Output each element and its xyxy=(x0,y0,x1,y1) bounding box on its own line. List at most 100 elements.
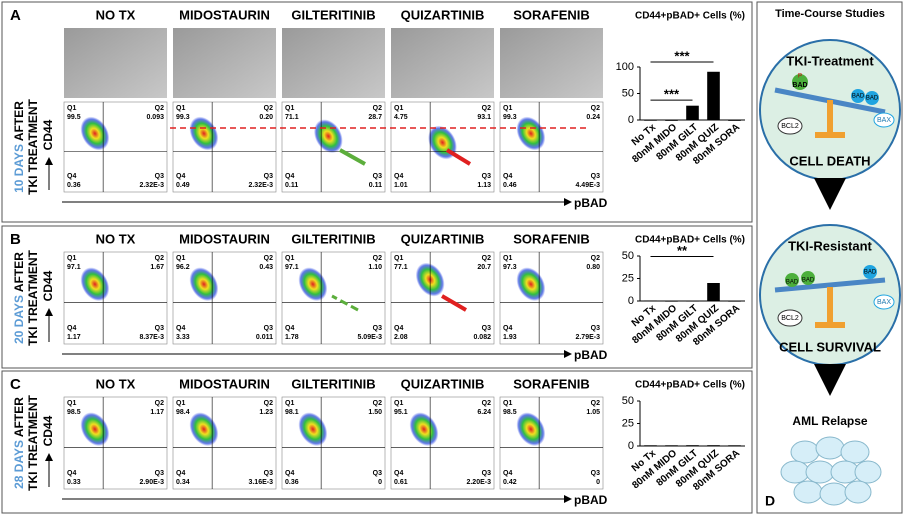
quadrant-value: 28.7 xyxy=(368,114,382,121)
outcome-label: CELL DEATH xyxy=(789,153,870,168)
quadrant-name: Q1 xyxy=(394,400,403,407)
micrograph xyxy=(173,28,276,98)
quadrant-name: Q2 xyxy=(155,105,164,112)
quadrant-name: Q4 xyxy=(67,173,76,180)
time-label: 10 DAYS AFTER xyxy=(12,101,26,193)
quadrant-name: Q1 xyxy=(67,255,76,262)
quadrant-name: Q2 xyxy=(373,255,382,262)
quadrant-value: 1.93 xyxy=(503,334,517,341)
x-axis-label: pBAD xyxy=(574,196,608,210)
chart-title: CD44+pBAD+ Cells (%) xyxy=(635,11,745,22)
quadrant-value: 4.49E-3 xyxy=(575,182,600,189)
bad-label: BAD xyxy=(802,278,815,284)
column-title: NO TX xyxy=(96,7,136,22)
quadrant-value: 99.5 xyxy=(67,114,81,121)
significance-label: *** xyxy=(664,87,680,102)
quadrant-name: Q3 xyxy=(591,470,600,477)
quadrant-name: Q3 xyxy=(155,173,164,180)
column-title: SORAFENIB xyxy=(513,376,590,391)
quadrant-value: 1.67 xyxy=(150,264,164,271)
panel-letter: C xyxy=(10,376,21,393)
quadrant-value: 0.082 xyxy=(473,334,491,341)
y-axis-label: CD44 xyxy=(41,270,55,301)
panel-letter: A xyxy=(10,7,21,24)
quadrant-name: Q4 xyxy=(394,173,403,180)
y-tick-label: 25 xyxy=(622,417,634,429)
significance-label: *** xyxy=(674,48,690,63)
column-title: GILTERITINIB xyxy=(291,231,375,246)
bax-label: BAX xyxy=(877,117,891,124)
quadrant-name: Q2 xyxy=(155,400,164,407)
quadrant-name: Q2 xyxy=(264,105,273,112)
quadrant-value: 96.2 xyxy=(176,264,190,271)
quadrant-name: Q3 xyxy=(264,173,273,180)
panel-letter: B xyxy=(10,231,21,248)
column-title: NO TX xyxy=(96,376,136,391)
quadrant-name: Q2 xyxy=(264,255,273,262)
quadrant-name: Q1 xyxy=(176,255,185,262)
quadrant-name: Q4 xyxy=(503,173,512,180)
panel-letter: D xyxy=(765,493,775,509)
quadrant-value: 4.75 xyxy=(394,114,408,121)
time-label: 20 DAYS AFTER xyxy=(12,252,26,344)
quadrant-value: 1.05 xyxy=(586,409,600,416)
quadrant-name: Q1 xyxy=(394,255,403,262)
quadrant-value: 0.093 xyxy=(146,114,164,121)
column-title: QUIZARTINIB xyxy=(401,376,485,391)
quadrant-name: Q1 xyxy=(503,105,512,112)
bar xyxy=(686,301,699,302)
y-axis-label: CD44 xyxy=(41,415,55,446)
chart-title: CD44+pBAD+ Cells (%) xyxy=(635,380,745,391)
quadrant-name: Q3 xyxy=(373,325,382,332)
quadrant-name: Q3 xyxy=(591,325,600,332)
quadrant-name: Q4 xyxy=(176,470,185,477)
bar xyxy=(686,445,699,446)
chart-title: CD44+pBAD+ Cells (%) xyxy=(635,235,745,246)
quadrant-value: 1.01 xyxy=(394,182,408,189)
bcl2-label: BCL2 xyxy=(781,123,799,130)
x-axis-label: pBAD xyxy=(574,493,608,507)
quadrant-value: 0.46 xyxy=(503,182,517,189)
bad-label: BAD xyxy=(786,280,799,286)
bad-label: BAD xyxy=(852,94,865,100)
bar xyxy=(728,301,741,302)
quadrant-name: Q1 xyxy=(285,105,294,112)
quadrant-name: Q3 xyxy=(482,470,491,477)
time-days: 20 DAYS xyxy=(12,295,26,344)
quadrant-name: Q3 xyxy=(482,173,491,180)
quadrant-value: 0.49 xyxy=(176,182,190,189)
quadrant-name: Q2 xyxy=(482,105,491,112)
bar xyxy=(644,445,657,446)
y-tick-label: 0 xyxy=(628,295,634,307)
micrograph xyxy=(500,28,603,98)
quadrant-value: 8.37E-3 xyxy=(139,334,164,341)
column-title: MIDOSTAURIN xyxy=(179,231,270,246)
time-days: 10 DAYS xyxy=(12,144,26,193)
quadrant-name: Q3 xyxy=(591,173,600,180)
quadrant-value: 0.36 xyxy=(67,182,81,189)
y-tick-label: 50 xyxy=(622,87,634,99)
quadrant-value: 2.08 xyxy=(394,334,408,341)
quadrant-name: Q1 xyxy=(503,255,512,262)
quadrant-value: 1.10 xyxy=(368,264,382,271)
y-tick-label: 0 xyxy=(628,440,634,452)
quadrant-name: Q4 xyxy=(176,173,185,180)
quadrant-value: 0.42 xyxy=(503,479,517,486)
quadrant-value: 0.80 xyxy=(586,264,600,271)
quadrant-name: Q1 xyxy=(67,105,76,112)
quadrant-name: Q2 xyxy=(591,105,600,112)
column-title: GILTERITINIB xyxy=(291,7,375,22)
quadrant-name: Q4 xyxy=(394,325,403,332)
quadrant-name: Q2 xyxy=(591,255,600,262)
stage-label: TKI-Treatment xyxy=(786,53,874,68)
quadrant-value: 0.11 xyxy=(285,182,298,189)
outcome-label: CELL SURVIVAL xyxy=(779,339,881,354)
quadrant-value: 5.09E-3 xyxy=(357,334,382,341)
quadrant-value: 98.4 xyxy=(176,409,190,416)
quadrant-value: 3.16E-3 xyxy=(248,479,273,486)
quadrant-value: 0.33 xyxy=(67,479,81,486)
quadrant-value: 3.33 xyxy=(176,334,190,341)
bar xyxy=(707,283,720,301)
time-label: 28 DAYS AFTER xyxy=(12,397,26,489)
quadrant-value: 0.43 xyxy=(259,264,273,271)
